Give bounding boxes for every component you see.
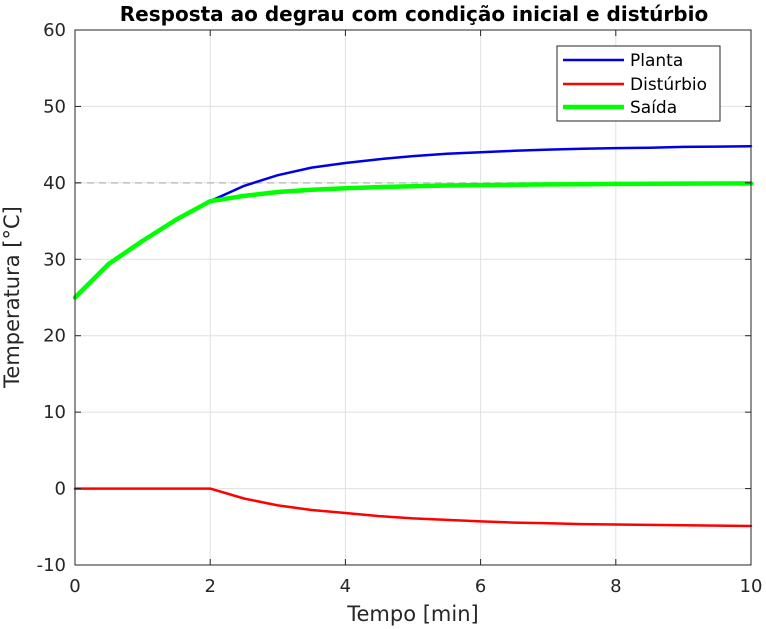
legend-label-disturbio: Distúrbio [630, 75, 707, 95]
series-line-saida [72, 181, 754, 300]
x-tick-label: 8 [610, 576, 621, 597]
y-tick-label: 40 [43, 173, 66, 194]
y-tick-label: -10 [37, 555, 66, 576]
chart-title: Resposta ao degrau com condição inicial … [120, 2, 708, 26]
plot-area-frame [74, 29, 752, 566]
legend: Planta Distúrbio Saída [556, 45, 721, 122]
series-lines [72, 144, 754, 528]
y-tick-label: 10 [43, 402, 66, 423]
y-tick-label: 0 [55, 479, 66, 500]
legend-label-saida: Saída [630, 98, 677, 118]
legend-label-planta: Planta [630, 51, 683, 71]
series-line-disturbio [73, 487, 753, 528]
y-tick-label: 60 [43, 20, 66, 41]
y-tick-label: 50 [43, 96, 66, 117]
y-axis-label: Temperatura [°C] [0, 206, 24, 389]
x-axis-label: Tempo [min] [346, 602, 478, 626]
x-tick-label: 10 [740, 576, 763, 597]
x-tick-label: 6 [475, 576, 486, 597]
y-tick-label: 30 [43, 249, 66, 270]
x-tick-label: 4 [340, 576, 351, 597]
y-tick-label: 20 [43, 326, 66, 347]
x-tick-label: 0 [69, 576, 80, 597]
x-tick-label: 2 [204, 576, 215, 597]
